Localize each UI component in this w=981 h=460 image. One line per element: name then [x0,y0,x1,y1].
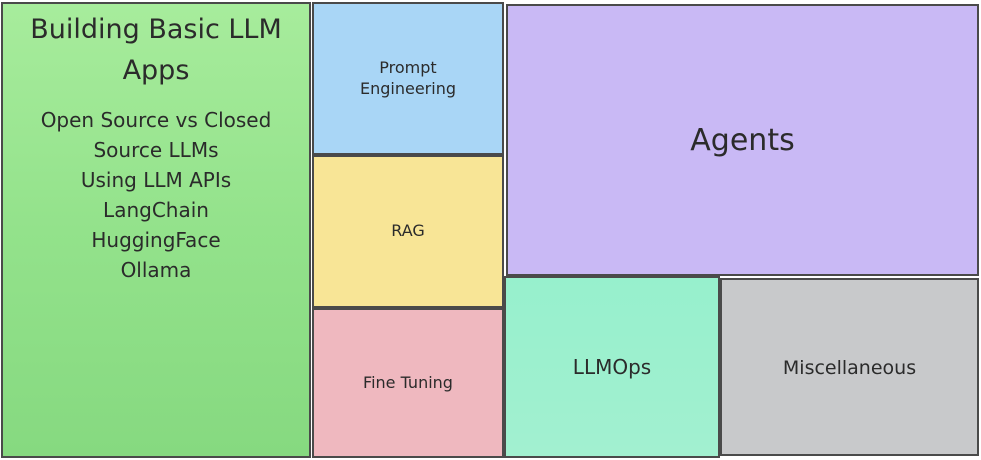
tile-label-agents: Agents [690,122,795,158]
topic-huggingface: HuggingFace [91,228,221,252]
topic-list: Open Source vs Closed Source LLMs Using … [31,105,281,285]
tile-label-prompt-engineering: Prompt Engineering [360,57,456,98]
tile-agents: Agents [506,4,979,276]
tile-prompt-engineering: Prompt Engineering [312,2,504,155]
tile-label-miscellaneous: Miscellaneous [782,357,917,379]
tile-label-llmops: LLMOps [572,355,652,379]
tile-miscellaneous: Miscellaneous [720,278,979,456]
tile-llmops: LLMOps [504,276,720,458]
tile-building-basic-llm-apps: Building Basic LLM Apps Open Source vs C… [1,2,311,458]
tile-rag: RAG [312,155,504,308]
topic-ollama: Ollama [120,258,192,282]
topic-using-llm-apis: Using LLM APIs [80,168,232,192]
tile-fine-tuning: Fine Tuning [312,308,504,458]
tile-label-rag: RAG [391,221,425,241]
tile-title-building-basic-llm-apps: Building Basic LLM Apps [30,14,282,86]
tile-label-fine-tuning: Fine Tuning [363,372,453,392]
topic-open-vs-closed-llms: Open Source vs Closed Source LLMs [40,108,272,162]
topic-langchain: LangChain [103,198,209,222]
